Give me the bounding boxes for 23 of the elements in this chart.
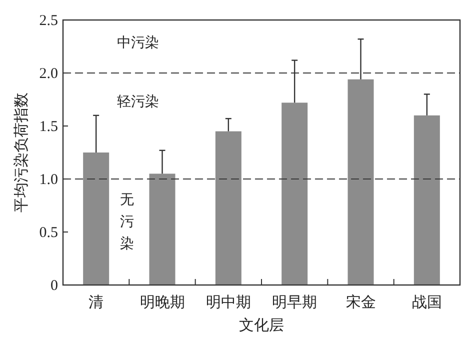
y-tick-label: 2.0 xyxy=(39,66,58,82)
bar xyxy=(83,152,110,285)
y-tick-label: 1.5 xyxy=(39,119,58,135)
x-tick-label: 宋金 xyxy=(346,294,376,311)
y-tick-label: 1.0 xyxy=(39,172,58,188)
y-tick-label: 0 xyxy=(50,278,58,294)
y-axis-title: 平均污染负荷指数 xyxy=(13,92,30,212)
x-tick-label: 清 xyxy=(88,294,104,311)
annotation: 中污染 xyxy=(117,35,159,51)
bar xyxy=(215,131,242,285)
y-tick-label: 2.5 xyxy=(39,13,58,29)
bar xyxy=(282,102,308,285)
bar xyxy=(348,79,374,285)
x-tick-label: 战国 xyxy=(412,294,442,311)
annotation: 轻污染 xyxy=(117,94,159,110)
bar xyxy=(149,174,176,285)
y-tick-label: 0.5 xyxy=(39,225,58,241)
annotation: 无污染 xyxy=(120,193,134,252)
x-axis-title: 文化层 xyxy=(239,317,284,334)
x-tick-label: 明中期 xyxy=(206,294,251,311)
bar xyxy=(414,115,440,285)
x-tick-label: 明晚期 xyxy=(140,294,185,311)
x-tick-label: 明早期 xyxy=(272,294,318,311)
